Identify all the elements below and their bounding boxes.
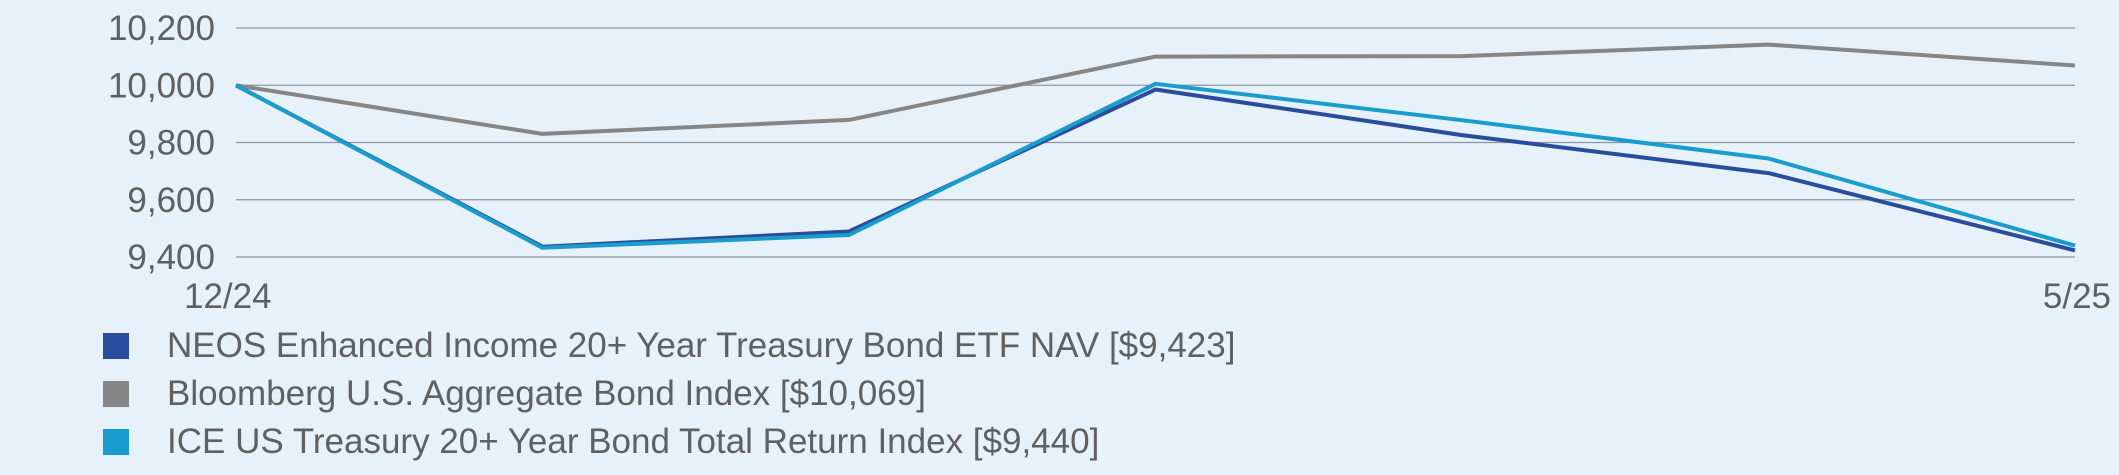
series-line-bloomberg-index <box>235 42 2076 136</box>
y-tick-label: 10,000 <box>108 66 215 105</box>
gridlines <box>236 27 2075 258</box>
chart-legend: NEOS Enhanced Income 20+ Year Treasury B… <box>103 322 1235 466</box>
y-tick-label: 9,600 <box>127 181 215 220</box>
x-tick-label-end: 5/25 <box>2043 277 2111 316</box>
legend-label-bloomberg-index: Bloomberg U.S. Aggregate Bond Index [$10… <box>167 374 926 413</box>
y-tick-label: 9,800 <box>127 124 215 163</box>
series-lines <box>235 42 2076 253</box>
x-tick-label-start: 12/24 <box>184 277 272 316</box>
legend-label-neos-etf: NEOS Enhanced Income 20+ Year Treasury B… <box>167 326 1236 365</box>
series-line-ice-index <box>235 81 2076 250</box>
y-tick-label: 10,200 <box>108 9 215 48</box>
y-tick-label: 9,400 <box>127 238 215 277</box>
y-axis-tick-labels: 9,400 9,600 9,800 10,000 10,200 <box>108 9 215 277</box>
legend-item-bloomberg-index: Bloomberg U.S. Aggregate Bond Index [$10… <box>103 370 1235 418</box>
legend-label-ice-index: ICE US Treasury 20+ Year Bond Total Retu… <box>167 422 1100 461</box>
legend-swatch-bloomberg-index <box>103 381 129 407</box>
legend-item-ice-index: ICE US Treasury 20+ Year Bond Total Retu… <box>103 418 1235 466</box>
legend-swatch-neos-etf <box>103 333 129 359</box>
x-axis-tick-labels: 12/24 5/25 <box>184 277 2111 316</box>
legend-swatch-ice-index <box>103 429 129 455</box>
legend-item-neos-etf: NEOS Enhanced Income 20+ Year Treasury B… <box>103 322 1235 370</box>
